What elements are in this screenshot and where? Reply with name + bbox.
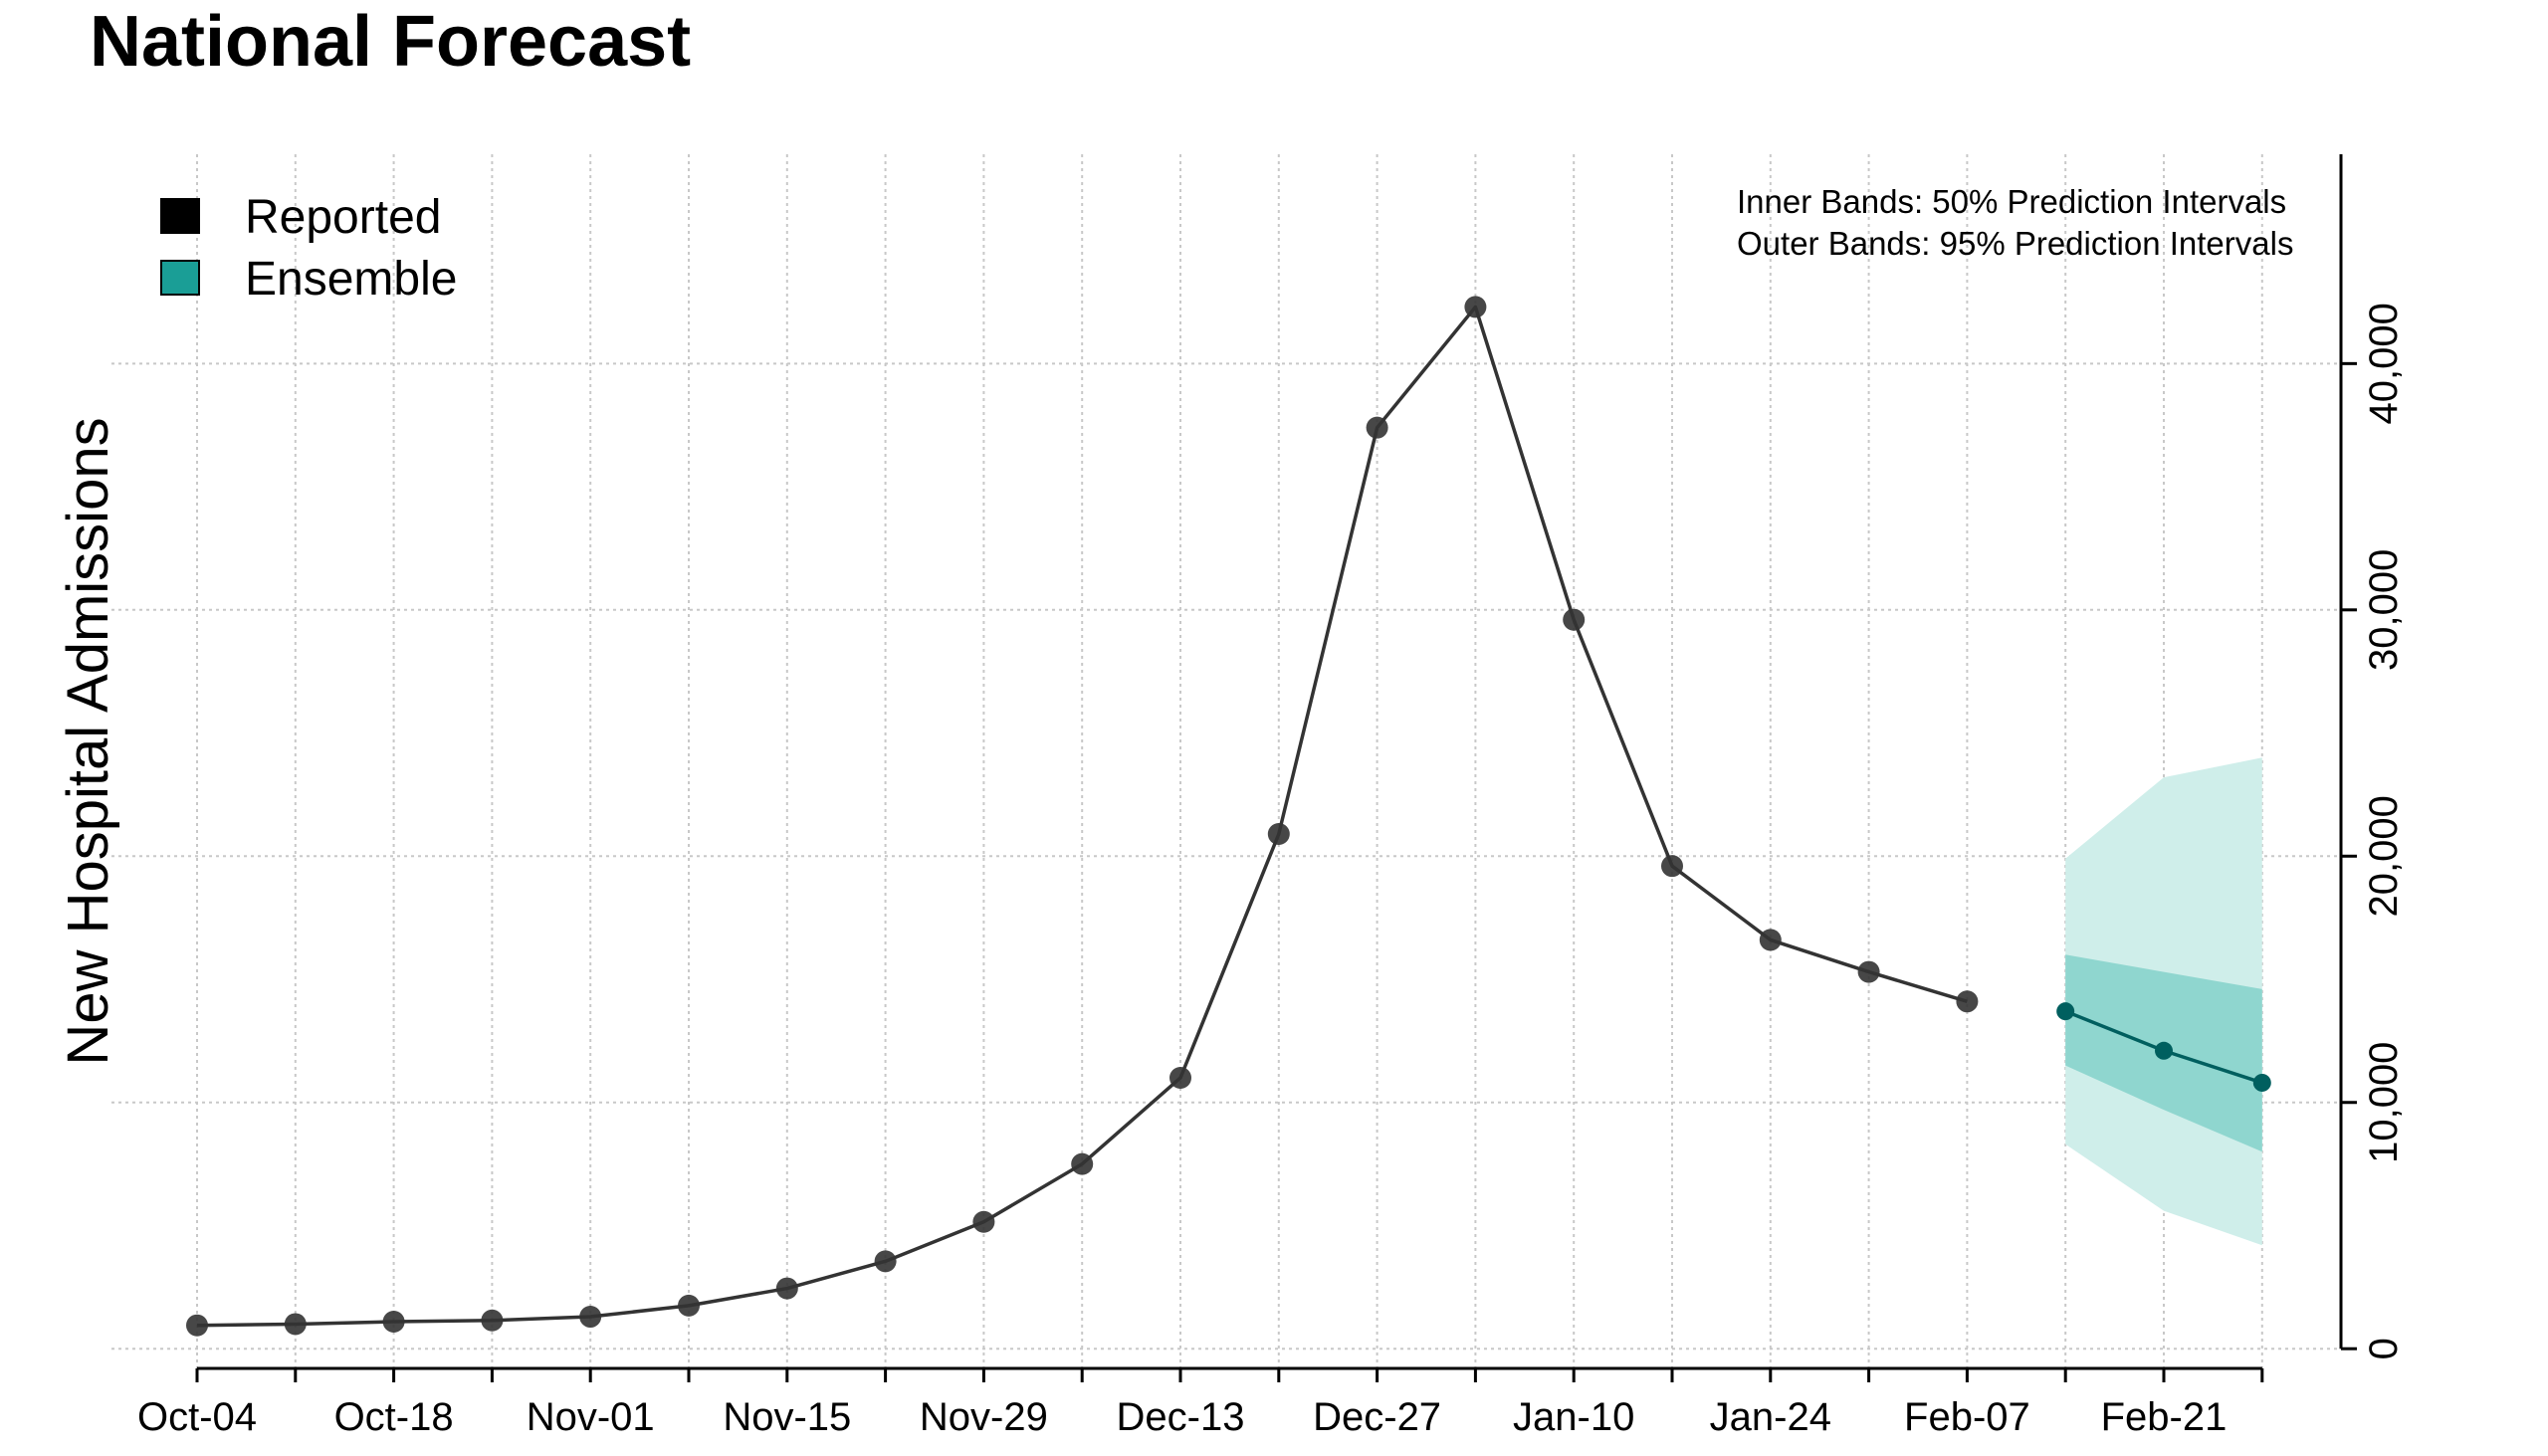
data-point-reported (579, 1306, 602, 1329)
annotation-outer-bands: Outer Bands: 95% Prediction Intervals (1737, 225, 2293, 262)
legend-swatch-ensemble (160, 260, 200, 296)
legend-swatch-reported (160, 198, 200, 234)
x-tick-label: Nov-29 (920, 1395, 1048, 1439)
data-point-reported (1169, 1066, 1191, 1089)
x-tick-label: Jan-10 (1513, 1395, 1634, 1439)
x-axis-ticks: Oct-04 Oct-18 Nov-01 Nov-15 Nov-29 Dec-13 Dec-… (137, 1368, 2264, 1439)
legend: Reported Ensemble (160, 191, 457, 306)
data-point-reported (1366, 416, 1388, 439)
data-point-reported (678, 1294, 700, 1317)
prediction-bands (2065, 757, 2262, 1246)
chart-title: National Forecast (90, 2, 692, 82)
data-point-reported (284, 1313, 307, 1336)
x-tick-label: Nov-01 (527, 1395, 655, 1439)
y-axis-label: New Hospital Admissions (56, 417, 120, 1065)
data-point-reported (874, 1250, 897, 1273)
data-point-reported (1071, 1152, 1094, 1175)
data-point-reported (382, 1310, 405, 1333)
x-tick-label: Dec-13 (1117, 1395, 1245, 1439)
data-point-ensemble (2155, 1041, 2173, 1060)
data-point-reported (1661, 855, 1683, 878)
x-tick-label: Feb-07 (1904, 1395, 2030, 1439)
data-point-reported (1563, 608, 1586, 631)
y-tick-label: 40,000 (2362, 303, 2406, 424)
x-tick-label: Dec-27 (1313, 1395, 1441, 1439)
x-tick-label: Feb-21 (2101, 1395, 2228, 1439)
y-axis-ticks: 0 10,000 20,000 30,000 40,000 (2341, 303, 2406, 1359)
data-point-ensemble (2056, 1002, 2075, 1021)
data-point-reported (775, 1277, 798, 1300)
data-point-ensemble (2252, 1073, 2271, 1092)
legend-label-ensemble: Ensemble (245, 253, 457, 306)
y-tick-label: 20,000 (2362, 795, 2406, 917)
data-point-reported (1267, 823, 1290, 846)
interval-annotations: Inner Bands: 50% Prediction Intervals Ou… (1737, 183, 2293, 262)
data-point-reported (972, 1210, 995, 1233)
y-tick-label: 30,000 (2362, 549, 2406, 671)
x-tick-label: Nov-15 (723, 1395, 851, 1439)
data-point-reported (1956, 990, 1979, 1013)
annotation-inner-bands: Inner Bands: 50% Prediction Intervals (1737, 183, 2286, 220)
data-point-reported (1464, 296, 1487, 318)
y-tick-label: 0 (2362, 1338, 2406, 1359)
grid (111, 154, 2341, 1368)
data-point-reported (1759, 929, 1782, 951)
x-tick-label: Oct-18 (334, 1395, 454, 1439)
data-point-reported (1857, 960, 1880, 983)
legend-label-reported: Reported (245, 191, 441, 244)
series-lines (196, 305, 2263, 1328)
y-tick-label: 10,000 (2362, 1042, 2406, 1163)
axes (197, 154, 2343, 1370)
x-tick-label: Jan-24 (1710, 1395, 1831, 1439)
data-point-reported (481, 1309, 504, 1332)
series-points (186, 296, 2271, 1337)
x-tick-label: Oct-04 (137, 1395, 257, 1439)
data-point-reported (186, 1314, 208, 1337)
